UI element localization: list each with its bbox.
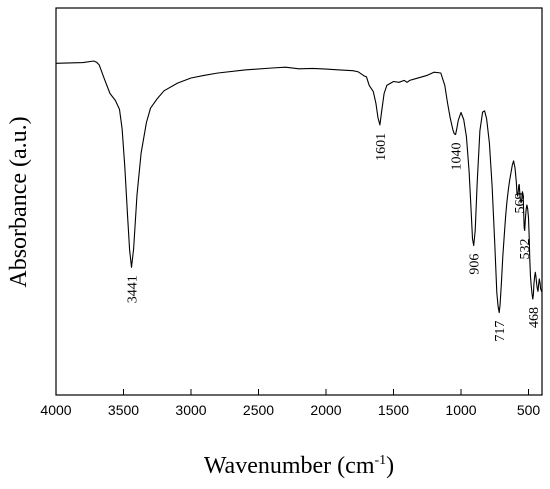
peak-label-1601: 1601 (374, 133, 389, 161)
x-tick-label-500: 500 (517, 402, 541, 418)
x-axis-title-superscript: -1 (375, 453, 387, 468)
plot-frame (55, 7, 543, 396)
spectrum-line (55, 60, 543, 314)
x-tick-label-1500: 1500 (378, 402, 409, 418)
peak-label-468: 468 (527, 307, 542, 328)
peak-label-717: 717 (493, 321, 508, 342)
peak-labels: 3441 1601 1040 906 717 569 532 468 (126, 133, 542, 342)
peak-label-906: 906 (468, 254, 483, 275)
x-tick-label-1000: 1000 (445, 402, 476, 418)
x-tick-label-3000: 3000 (175, 402, 206, 418)
x-tick-label-2000: 2000 (310, 402, 341, 418)
x-axis-title-main: Wavenumber (cm (204, 453, 375, 479)
x-axis-title-close: ) (386, 453, 394, 479)
peak-label-532: 532 (518, 239, 533, 260)
x-axis-ticks (55, 389, 529, 395)
x-tick-label-2500: 2500 (243, 402, 274, 418)
x-axis-title: Wavenumber (cm-1) (204, 453, 394, 479)
y-axis-title: Absorbance (a.u.) (6, 116, 32, 287)
x-axis-tick-labels: 4000 3500 3000 2500 2000 1500 1000 500 (40, 402, 540, 418)
x-tick-label-4000: 4000 (40, 402, 71, 418)
peak-label-3441: 3441 (126, 275, 141, 303)
peak-label-569: 569 (513, 193, 528, 214)
x-tick-label-3500: 3500 (108, 402, 139, 418)
peak-label-1040: 1040 (450, 143, 465, 171)
